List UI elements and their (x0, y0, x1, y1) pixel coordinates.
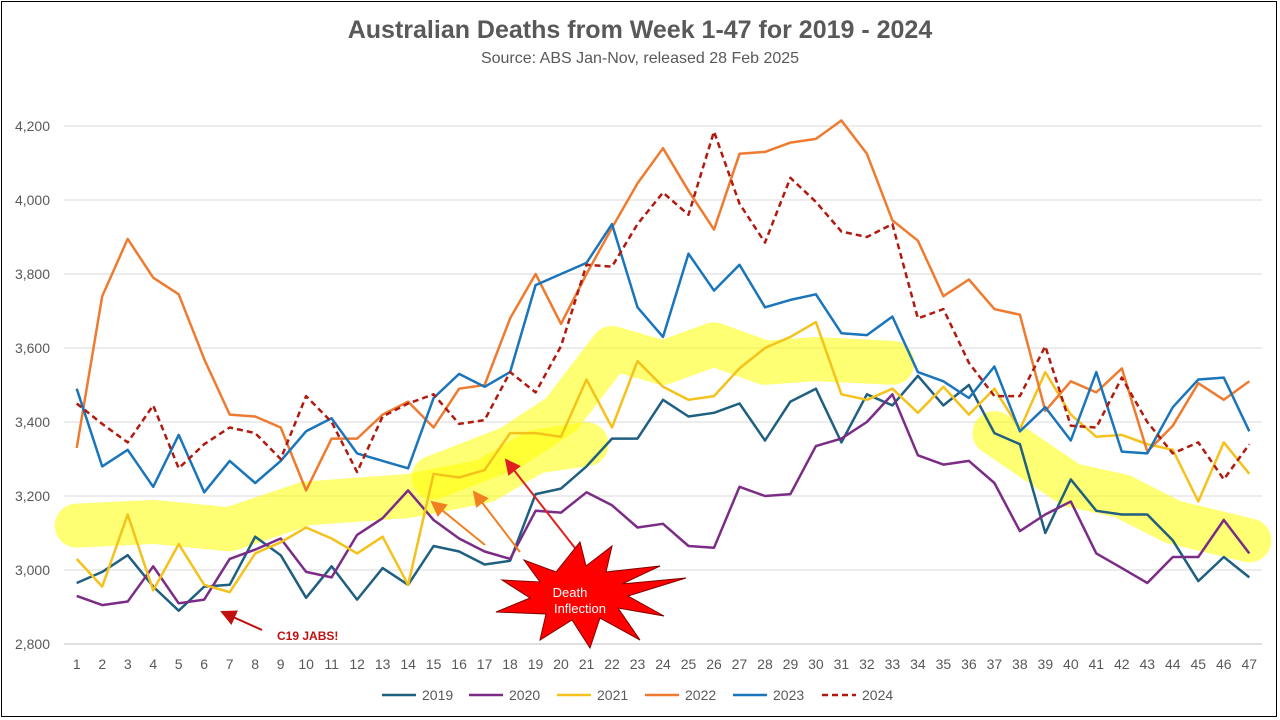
series-line-2019 (76, 374, 1251, 612)
x-tick-label: 17 (477, 656, 493, 672)
arrow-orange-2 (472, 490, 521, 553)
x-tick-label: 33 (885, 656, 901, 672)
burst-line-1: Death (553, 585, 588, 600)
x-tick-label: 24 (655, 656, 671, 672)
x-tick-label: 32 (859, 656, 875, 672)
burst-shape (495, 540, 687, 650)
legend-label-2019: 2019 (422, 687, 453, 703)
x-tick-label: 23 (630, 656, 646, 672)
legend-label-2023: 2023 (773, 687, 804, 703)
x-tick-label: 1 (73, 656, 81, 672)
highlight-stroke (411, 322, 915, 500)
x-tick-label: 38 (1012, 656, 1028, 672)
yellow-highlighter-marks (54, 322, 1272, 563)
series-line-2022 (75, 119, 1251, 492)
series-line-2024 (75, 130, 1251, 481)
x-tick-label: 35 (936, 656, 952, 672)
x-tick-label: 42 (1114, 656, 1130, 672)
x-tick-label: 6 (200, 656, 208, 672)
y-tick-label: 3,200 (15, 488, 50, 504)
x-tick-label: 21 (579, 656, 595, 672)
x-tick-label: 41 (1089, 656, 1105, 672)
x-tick-label: 11 (324, 656, 339, 672)
x-tick-label: 45 (1190, 656, 1206, 672)
x-tick-label: 27 (732, 656, 748, 672)
x-tick-label: 25 (681, 656, 697, 672)
y-tick-label: 2,800 (15, 636, 50, 652)
x-tick-label: 14 (400, 656, 416, 672)
x-tick-label: 7 (226, 656, 234, 672)
x-tick-label: 44 (1165, 656, 1181, 672)
x-tick-label: 40 (1063, 656, 1079, 672)
legend-label-2021: 2021 (597, 687, 628, 703)
x-tick-label: 29 (783, 656, 799, 672)
x-tick-label: 46 (1216, 656, 1232, 672)
x-axis-tick-labels: 1 2 3 4 5 6 7 8 9 10 11 12 13 14 15 16 17 18 19 20 21 22 23 24 2… (73, 656, 1257, 672)
x-tick-label: 10 (298, 656, 314, 672)
x-tick-label: 18 (502, 656, 518, 672)
x-tick-label: 4 (149, 656, 157, 672)
highlight-stroke (972, 411, 1272, 563)
x-tick-label: 37 (987, 656, 1003, 672)
x-tick-label: 47 (1241, 656, 1257, 672)
series-line-2023 (75, 222, 1251, 494)
chart-title: Australian Deaths from Week 1-47 for 201… (347, 16, 933, 44)
x-tick-label: 20 (553, 656, 569, 672)
x-tick-label: 8 (251, 656, 259, 672)
y-tick-label: 4,000 (15, 192, 50, 208)
x-tick-label: 22 (604, 656, 620, 672)
annotation-arrows (220, 458, 576, 631)
legend: 2019 2020 2021 2022 2023 2024 (382, 687, 893, 703)
gridlines (64, 125, 1262, 645)
y-tick-label: 3,000 (15, 562, 50, 578)
series-line-2020 (76, 393, 1251, 607)
jabs-label: C19 JABS! (277, 629, 338, 643)
x-tick-label: 31 (834, 656, 850, 672)
x-tick-label: 43 (1140, 656, 1156, 672)
legend-label-2020: 2020 (509, 687, 540, 703)
y-axis-tick-labels: 2,800 3,000 3,200 3,400 3,600 3,800 4,000 4,200 (15, 118, 50, 652)
x-tick-label: 13 (375, 656, 391, 672)
x-tick-label: 9 (277, 656, 285, 672)
arrow-red (504, 458, 576, 549)
x-tick-label: 16 (451, 656, 467, 672)
y-tick-label: 4,200 (15, 118, 50, 134)
x-tick-label: 2 (98, 656, 106, 672)
legend-label-2024: 2024 (862, 687, 893, 703)
burst-line-2: Inflection (554, 601, 606, 616)
x-tick-label: 26 (706, 656, 722, 672)
arrow-jabs (220, 610, 263, 631)
death-inflection-burst: Death Inflection (495, 540, 687, 650)
series-lines (75, 119, 1251, 612)
chart-subtitle: Source: ABS Jan-Nov, released 28 Feb 202… (480, 50, 800, 67)
x-tick-label: 19 (528, 656, 544, 672)
x-tick-label: 39 (1038, 656, 1054, 672)
x-tick-label: 36 (961, 656, 977, 672)
x-tick-label: 5 (175, 656, 183, 672)
x-tick-label: 34 (910, 656, 926, 672)
y-tick-label: 3,400 (15, 414, 50, 430)
legend-label-2022: 2022 (685, 687, 716, 703)
series-line-2021 (75, 320, 1251, 594)
y-tick-label: 3,600 (15, 340, 50, 356)
x-tick-label: 28 (757, 656, 773, 672)
x-tick-label: 15 (426, 656, 442, 672)
x-tick-label: 3 (124, 656, 132, 672)
y-tick-label: 3,800 (15, 266, 50, 282)
arrow-orange-1 (430, 500, 486, 546)
x-tick-label: 30 (808, 656, 824, 672)
x-tick-label: 12 (349, 656, 365, 672)
